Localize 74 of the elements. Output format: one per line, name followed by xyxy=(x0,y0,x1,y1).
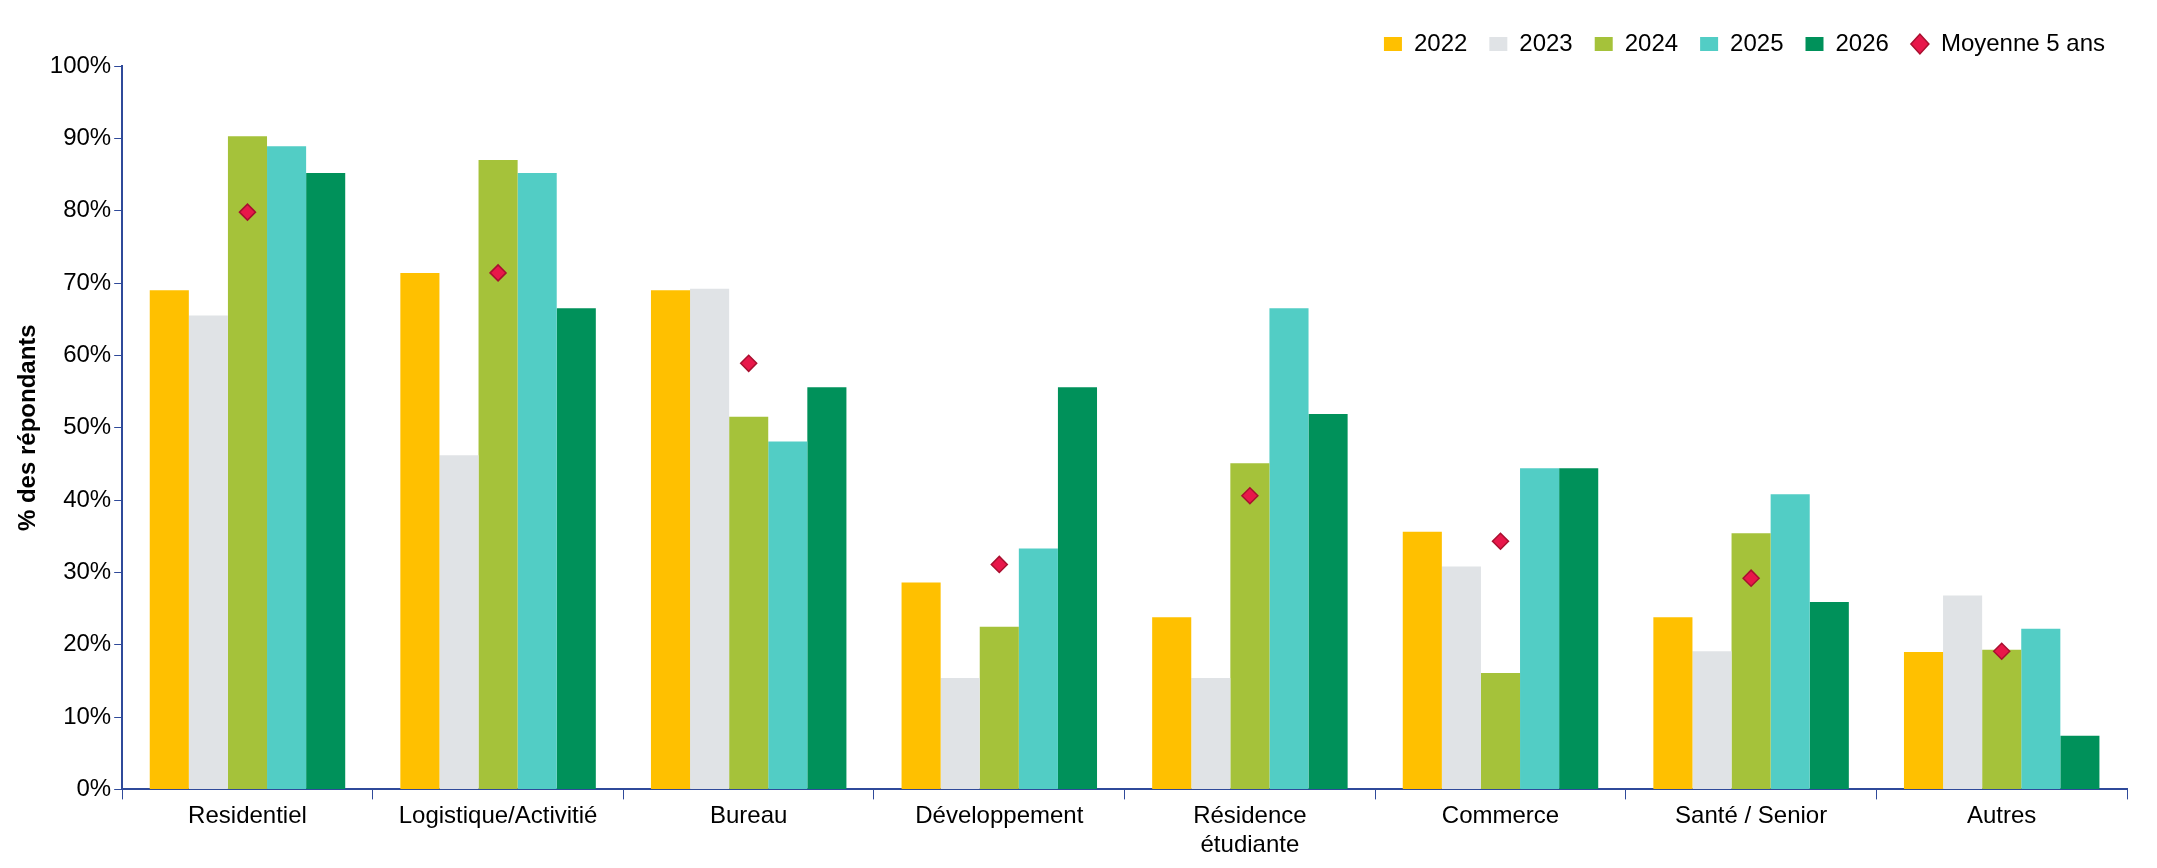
point xyxy=(1742,569,1760,587)
bar xyxy=(1402,531,1442,789)
bar xyxy=(2060,735,2100,789)
bar xyxy=(1770,494,1810,789)
bar xyxy=(1308,413,1348,789)
y-tick-label: 0% xyxy=(76,774,112,802)
x-tick-label: Bureau xyxy=(709,801,788,829)
bar xyxy=(1018,548,1058,789)
legend-label: 2023 xyxy=(1519,28,1573,56)
y-tick-label: 20% xyxy=(63,629,112,657)
bar xyxy=(979,626,1019,789)
x-tick-label: Residentiel xyxy=(188,801,307,829)
bar xyxy=(267,146,307,789)
bar xyxy=(400,272,440,789)
bar xyxy=(1441,566,1481,789)
x-tick-label: Santé / Senior xyxy=(1675,801,1828,829)
bar xyxy=(556,308,596,789)
x-tick-label: Développement xyxy=(915,801,1084,829)
bar xyxy=(1191,678,1231,789)
y-axis-title: % des répondants xyxy=(13,324,41,532)
bar xyxy=(306,173,346,789)
x-tick-label: Logistique/Activitié xyxy=(398,801,598,829)
bar xyxy=(2021,628,2061,789)
bar xyxy=(1269,308,1309,789)
bar xyxy=(1480,672,1521,789)
bar xyxy=(1731,533,1771,789)
bar xyxy=(188,315,228,789)
y-tick-label: 80% xyxy=(63,195,112,223)
bar xyxy=(1057,387,1098,789)
y-tick-label: 10% xyxy=(63,701,112,729)
point xyxy=(1992,642,2011,660)
bar xyxy=(1809,602,1849,789)
bar xyxy=(690,288,730,789)
point xyxy=(990,555,1009,574)
bar xyxy=(1653,617,1693,789)
y-tick-label: 90% xyxy=(63,122,112,150)
bar xyxy=(227,136,268,789)
bar xyxy=(1230,463,1270,789)
legend-label: 2026 xyxy=(1835,28,1889,56)
x-tick-label: Commerce xyxy=(1441,801,1560,829)
bar xyxy=(901,582,941,789)
bar xyxy=(729,416,769,789)
bar xyxy=(1903,651,1944,789)
y-tick-label: 100% xyxy=(49,50,112,78)
bar xyxy=(650,290,691,789)
y-tick-label: 70% xyxy=(63,267,112,295)
point xyxy=(1491,532,1510,551)
bar xyxy=(1982,649,2022,789)
x-tick-label: Autres xyxy=(1967,801,2037,829)
bar xyxy=(439,455,479,789)
point xyxy=(489,264,507,282)
point xyxy=(238,203,257,221)
bar xyxy=(768,441,808,789)
legend-label: 2025 xyxy=(1730,28,1784,56)
legend-label: Moyenne 5 ans xyxy=(1940,28,2105,56)
x-tick-label: Résidence étudiante xyxy=(1193,801,1307,858)
bar xyxy=(940,678,980,789)
bar xyxy=(478,160,518,789)
y-tick-label: 50% xyxy=(63,412,112,440)
point xyxy=(739,354,758,373)
point xyxy=(1241,486,1259,505)
y-tick-label: 40% xyxy=(63,484,112,512)
bar xyxy=(1943,595,1983,789)
bar xyxy=(807,387,847,789)
legend-label: 2022 xyxy=(1413,28,1468,56)
bar xyxy=(517,173,557,789)
legend-label: 2024 xyxy=(1624,28,1679,56)
bar xyxy=(1152,617,1192,789)
bar xyxy=(1520,468,1560,789)
bar xyxy=(1559,468,1599,789)
y-tick-label: 30% xyxy=(63,557,112,585)
y-tick-label: 60% xyxy=(63,339,112,367)
bar xyxy=(1692,651,1732,789)
bar xyxy=(149,290,189,789)
